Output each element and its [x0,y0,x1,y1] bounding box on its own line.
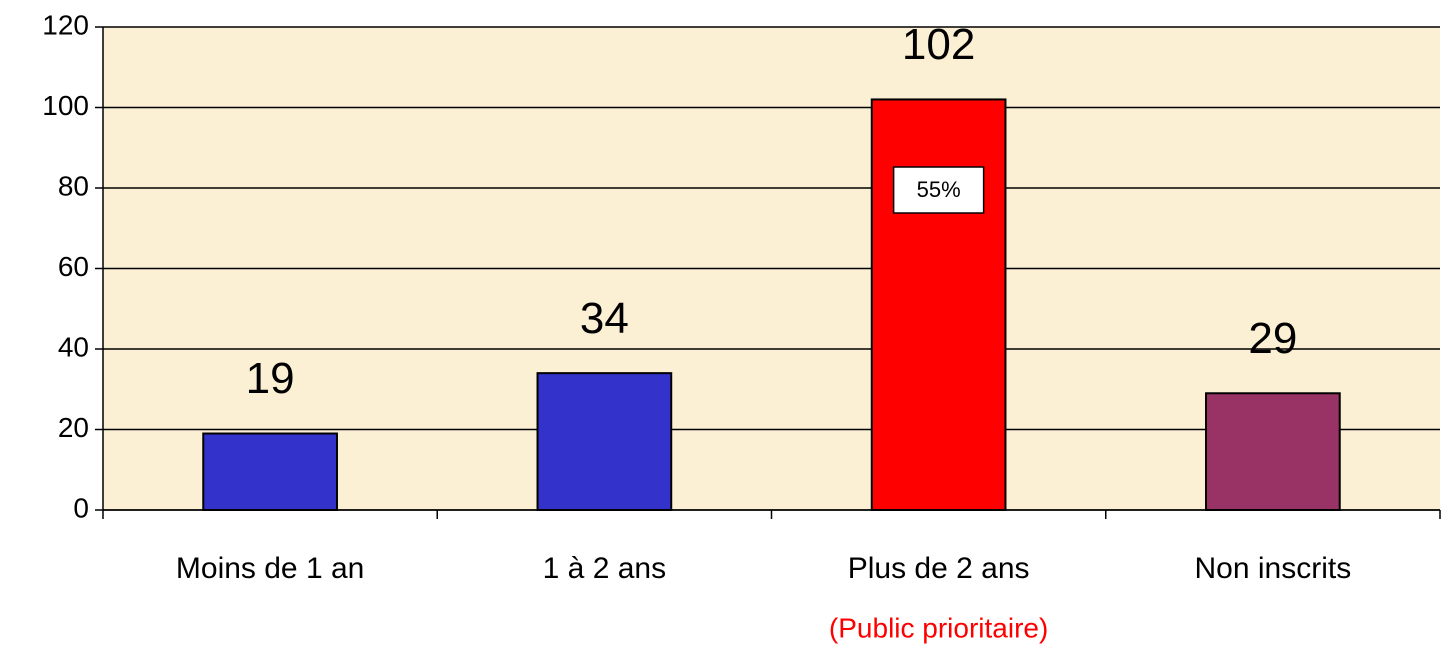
data-label: 19 [246,354,295,403]
y-tick-label: 80 [58,170,89,201]
bar [870,98,1007,511]
data-label: 102 [902,20,975,69]
x-tick-label: Non inscrits [1195,552,1352,585]
data-label: 29 [1248,314,1297,363]
y-tick-label: 100 [42,90,89,121]
bar [202,432,338,511]
y-tick-label: 40 [58,331,89,362]
y-tick-label: 120 [42,9,89,40]
bar [1205,392,1341,511]
x-tick-label: Moins de 1 an [176,552,364,585]
y-tick-label: 60 [58,251,89,282]
data-label: 34 [580,294,629,343]
y-tick-label: 0 [73,492,89,523]
y-tick-label: 20 [58,412,89,443]
category-note: (Public prioritaire) [829,612,1048,643]
x-tick-label: Plus de 2 ans [848,552,1030,585]
x-tick-label: 1 à 2 ans [543,552,666,585]
annotation: 55% [917,177,961,202]
annotation-box [892,166,985,214]
bar [536,372,673,511]
